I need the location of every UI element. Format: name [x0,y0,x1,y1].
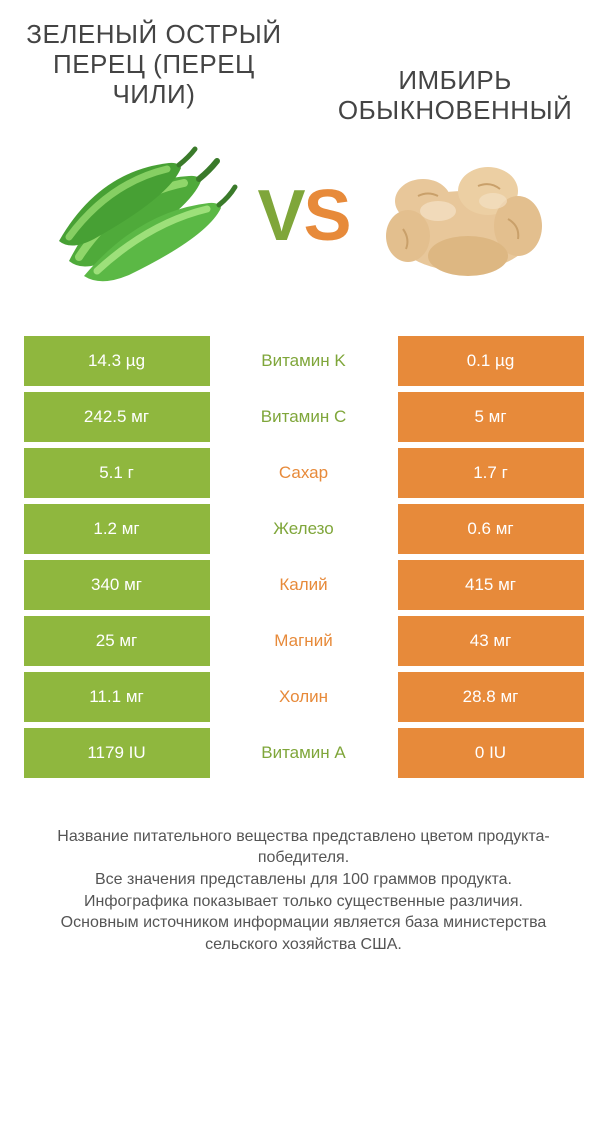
cell-right: 28.8 мг [398,672,584,722]
cell-right: 0.1 µg [398,336,584,386]
cell-left: 242.5 мг [24,392,210,442]
cell-right: 0 IU [398,728,584,778]
cell-mid: Железо [210,504,398,554]
table-row: 340 мгКалий415 мг [24,560,584,610]
footer-line: Все значения представлены для 100 граммо… [30,869,577,891]
cell-left: 14.3 µg [24,336,210,386]
cell-left: 1.2 мг [24,504,210,554]
vs-row: VS [12,136,595,296]
table-row: 1179 IUВитамин A0 IU [24,728,584,778]
table-row: 14.3 µgВитамин K0.1 µg [24,336,584,386]
cell-left: 5.1 г [24,448,210,498]
chili-icon [49,141,249,291]
cell-right: 1.7 г [398,448,584,498]
footer-line: Название питательного вещества представл… [30,826,577,869]
cell-mid: Витамин K [210,336,398,386]
table-row: 1.2 мгЖелезо0.6 мг [24,504,584,554]
footer-line: Основным источником информации является … [30,912,577,955]
cell-mid: Магний [210,616,398,666]
cell-left: 1179 IU [24,728,210,778]
table-row: 242.5 мгВитамин C5 мг [24,392,584,442]
cell-mid: Витамин A [210,728,398,778]
footer-line: Инфографика показывает только существенн… [30,891,577,913]
title-left: ЗЕЛЕНЫЙ ОСТРЫЙ ПЕРЕЦ (ПЕРЕЦ ЧИЛИ) [12,20,292,110]
cell-left: 340 мг [24,560,210,610]
table-row: 11.1 мгХолин28.8 мг [24,672,584,722]
table-row: 5.1 гСахар1.7 г [24,448,584,498]
ginger-icon [368,141,548,291]
title-right: ИМБИРЬ ОБЫКНОВЕННЫЙ [315,20,595,126]
cell-mid: Витамин C [210,392,398,442]
cell-mid: Калий [210,560,398,610]
cell-right: 5 мг [398,392,584,442]
vs-label: VS [257,175,349,257]
ginger-image [358,136,558,296]
cell-mid: Холин [210,672,398,722]
chili-image [49,136,249,296]
cell-right: 415 мг [398,560,584,610]
cell-right: 0.6 мг [398,504,584,554]
nutrition-table: 14.3 µgВитамин K0.1 µg242.5 мгВитамин C5… [24,336,584,778]
cell-left: 25 мг [24,616,210,666]
cell-mid: Сахар [210,448,398,498]
titles-row: ЗЕЛЕНЫЙ ОСТРЫЙ ПЕРЕЦ (ПЕРЕЦ ЧИЛИ) ИМБИРЬ… [12,20,595,126]
footer-text: Название питательного вещества представл… [12,826,595,956]
vs-v: V [257,176,303,256]
cell-left: 11.1 мг [24,672,210,722]
vs-s: S [304,176,350,256]
table-row: 25 мгМагний43 мг [24,616,584,666]
cell-right: 43 мг [398,616,584,666]
